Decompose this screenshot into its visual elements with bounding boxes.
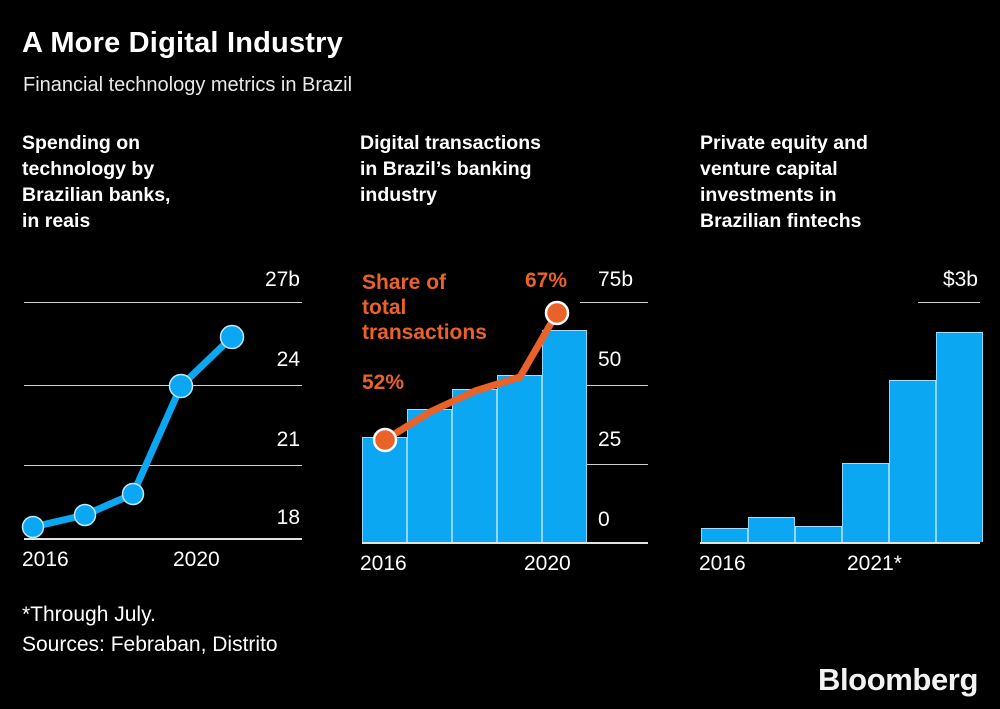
bar-right-2018: [795, 526, 842, 542]
bar-middle-2019: [497, 375, 542, 542]
xtick-right-1: 2021*: [847, 552, 902, 575]
page-subtitle: Financial technology metrics in Brazil: [23, 74, 353, 96]
overlay-share-line: [372, 300, 570, 453]
ytick-middle-2: 25: [598, 428, 622, 451]
bar-middle-2017: [407, 409, 452, 542]
bar-right-2017: [748, 517, 795, 542]
ytick-right-0: $3b: [942, 268, 978, 291]
panel-title-middle: Digital transactions in Brazil’s banking…: [360, 132, 541, 206]
gridline-21: [24, 465, 302, 466]
gridline-50: [580, 385, 648, 386]
xtick-middle-1: 2020: [524, 552, 571, 575]
axis-baseline-left: [24, 538, 302, 540]
axis-baseline-right: [700, 542, 980, 544]
ytick-left-3: 18: [276, 506, 300, 529]
gridline-3b: [918, 302, 980, 303]
gridline-27b: [24, 302, 302, 303]
xtick-left-1: 2020: [173, 548, 220, 571]
ytick-left-0: 27b: [264, 268, 300, 291]
bar-middle-2016: [362, 437, 407, 542]
overlay-label-67-percent: 67%: [525, 269, 568, 292]
ytick-middle-1: 50: [598, 348, 622, 371]
bar-middle-2020: [542, 330, 587, 542]
bloomberg-logo: Bloomberg: [817, 662, 978, 697]
overlay-legend-share-of-total-transactions: Share of total transactions: [362, 271, 487, 344]
panel-title-left: Spending on technology by Brazilian bank…: [22, 132, 171, 232]
bar-right-2020: [889, 380, 936, 542]
bar-right-2016: [701, 528, 748, 542]
xtick-middle-0: 2016: [360, 552, 407, 575]
gridline-25: [580, 464, 648, 465]
xtick-left-0: 2016: [22, 548, 69, 571]
bar-middle-2018: [452, 389, 497, 542]
ytick-middle-3: 0: [598, 508, 610, 531]
ytick-left-2: 21: [276, 428, 300, 451]
page-title: A More Digital Industry: [22, 27, 343, 59]
bar-right-2019: [842, 463, 889, 542]
ytick-middle-0: 75b: [598, 268, 634, 291]
gridline-24: [24, 385, 302, 386]
line-series-spending: [21, 324, 245, 539]
axis-baseline-middle: [362, 542, 648, 544]
gridline-75b: [580, 302, 648, 303]
xtick-right-0: 2016: [699, 552, 746, 575]
panel-title-right: Private equity and venture capital inves…: [700, 132, 868, 232]
ytick-left-1: 24: [276, 348, 300, 371]
bar-right-2021: [936, 332, 983, 542]
source-note: *Through July. Sources: Febraban, Distri…: [22, 603, 278, 656]
overlay-label-52-percent: 52%: [362, 371, 405, 394]
